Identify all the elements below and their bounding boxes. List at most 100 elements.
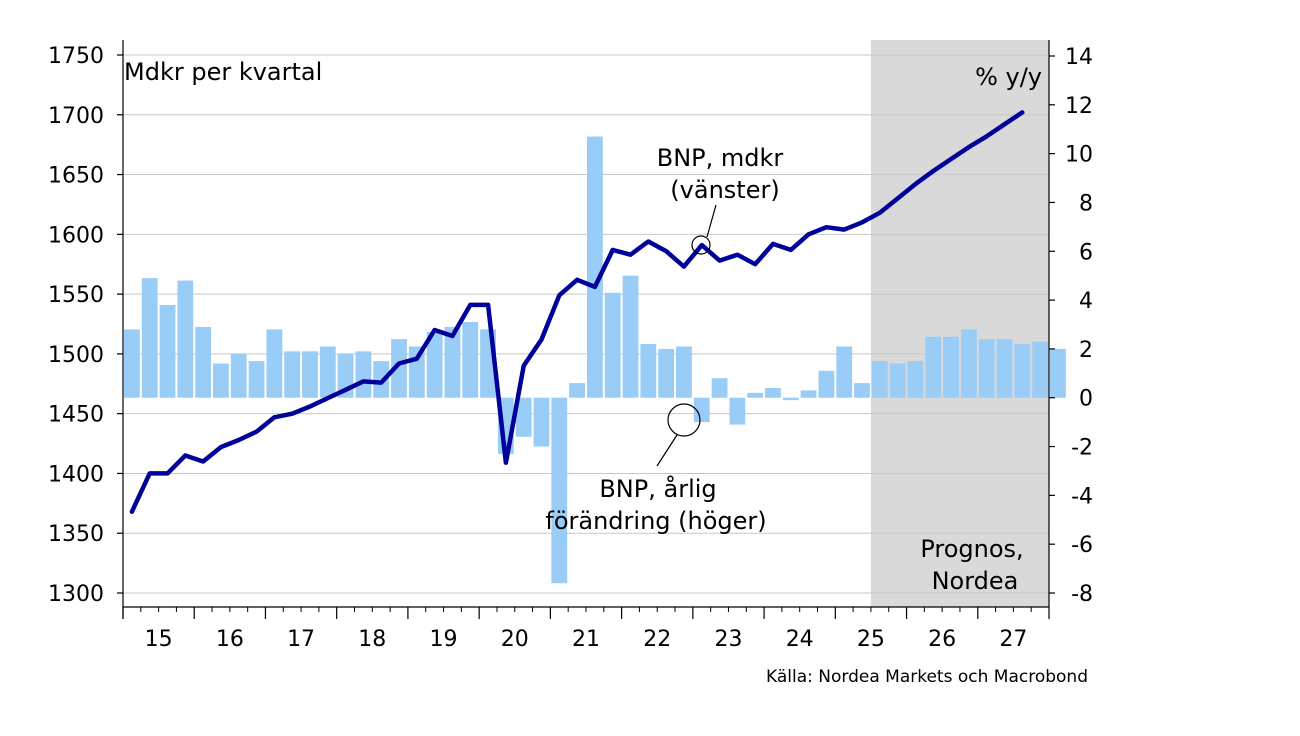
left-axis-tick-label: 1550	[48, 283, 104, 308]
bar-yoy	[266, 329, 283, 398]
bar-yoy	[676, 346, 692, 398]
x-axis-tick-label: 15	[145, 627, 173, 652]
left-axis-tick-label: 1650	[48, 164, 104, 189]
bar-yoy	[213, 363, 229, 398]
bar-yoy	[302, 351, 318, 398]
x-axis-tick-label: 26	[928, 627, 956, 652]
bar-yoy	[604, 292, 621, 398]
bar-yoy	[889, 363, 906, 398]
bar-yoy	[943, 336, 959, 398]
bar-yoy	[800, 390, 817, 398]
line-annotation-leader	[706, 204, 717, 238]
bar-yoy	[996, 339, 1013, 398]
bar-yoy	[587, 136, 603, 398]
bar-yoy	[854, 383, 870, 398]
bar-annotation-line2: förändring (höger)	[545, 507, 766, 535]
right-axis-tick-label: 0	[1079, 387, 1093, 412]
right-axis-tick-label: 2	[1079, 338, 1093, 363]
left-axis-tick-label: 1600	[48, 223, 104, 248]
bar-annotation-leader	[656, 434, 678, 467]
bar-yoy	[248, 361, 265, 398]
left-axis-tick-label: 1400	[48, 462, 104, 487]
forecast-label-line1: Prognos,	[920, 535, 1023, 563]
bar-yoy	[836, 346, 853, 398]
bar-yoy	[391, 339, 407, 398]
source-label: Källa: Nordea Markets och Macrobond	[766, 667, 1088, 687]
bar-yoy	[284, 351, 301, 398]
bar-yoy	[319, 346, 336, 398]
line-annotation-line1: BNP, mdkr	[657, 144, 784, 172]
bar-yoy	[871, 361, 888, 398]
bar-annotation-marker	[667, 403, 701, 437]
bar-yoy	[1032, 341, 1048, 398]
bar-yoy	[515, 397, 532, 437]
line-annotation-line2: (vänster)	[670, 176, 779, 204]
x-axis-tick-label: 24	[786, 627, 814, 652]
right-axis-tick-label: -2	[1071, 436, 1093, 461]
bar-yoy	[907, 361, 924, 398]
bar-yoy	[355, 351, 372, 398]
bar-yoy	[960, 329, 977, 398]
left-axis-tick-label: 1300	[48, 582, 104, 607]
x-axis-tick-label: 19	[430, 627, 458, 652]
bar-yoy	[141, 278, 158, 398]
bar-yoy	[693, 397, 710, 423]
bar-yoy	[729, 397, 746, 425]
right-axis-tick-label: 14	[1065, 45, 1093, 70]
bar-yoy	[925, 336, 942, 398]
right-axis-tick-label: 12	[1065, 94, 1093, 119]
forecast-label-line2: Nordea	[932, 567, 1019, 595]
bar-yoy	[444, 326, 461, 398]
bar-yoy	[622, 275, 639, 398]
x-axis-tick-label: 20	[501, 627, 529, 652]
bar-yoy	[1014, 344, 1031, 398]
bar-yoy	[195, 326, 212, 398]
bar-yoy	[408, 346, 425, 398]
gdp-level-line	[129, 110, 1025, 514]
bar-yoy	[640, 344, 657, 398]
right-axis-tick-label: -4	[1071, 484, 1093, 509]
bar-yoy	[533, 397, 550, 447]
x-axis-tick-label: 22	[643, 627, 671, 652]
bar-yoy	[569, 383, 585, 398]
right-axis-tick-label: 10	[1065, 143, 1093, 168]
line-annotation-marker	[691, 235, 711, 255]
left-axis-unit-label: Mdkr per kvartal	[124, 58, 322, 86]
right-axis-tick-label: -8	[1071, 582, 1093, 607]
bar-yoy	[124, 329, 140, 398]
bar-yoy	[978, 339, 995, 398]
right-axis-tick-label: 8	[1079, 191, 1093, 216]
bar-yoy	[230, 353, 247, 398]
left-axis-tick-label: 1700	[48, 104, 104, 129]
bar-yoy	[818, 370, 835, 398]
x-axis-tick-label: 27	[999, 627, 1027, 652]
left-axis-tick-label: 1500	[48, 343, 104, 368]
bar-yoy	[159, 304, 176, 398]
right-axis-tick-label: -6	[1071, 533, 1093, 558]
bar-yoy	[782, 397, 799, 401]
left-axis-tick-label: 1350	[48, 522, 104, 547]
left-axis-tick-label: 1750	[48, 44, 104, 69]
right-axis-unit-label: % y/y	[975, 63, 1042, 91]
left-axis-tick-label: 1450	[48, 403, 104, 428]
right-axis-tick-label: 6	[1079, 240, 1093, 265]
x-axis-tick-label: 18	[358, 627, 386, 652]
x-axis-tick-label: 23	[714, 627, 742, 652]
x-axis-tick-label: 25	[857, 627, 885, 652]
bar-yoy	[177, 280, 194, 398]
bar-yoy	[551, 397, 568, 584]
x-axis-tick-label: 17	[287, 627, 315, 652]
bar-yoy	[462, 322, 479, 398]
bar-yoy	[426, 331, 443, 398]
bar-yoy	[1050, 348, 1066, 398]
bar-yoy	[765, 387, 781, 398]
bar-annotation-line1: BNP, årlig	[599, 474, 716, 503]
bar-yoy	[747, 392, 764, 398]
forecast-shade	[870, 40, 1049, 607]
bar-yoy	[658, 348, 675, 398]
bar-yoy	[711, 378, 728, 398]
x-axis-tick-label: 21	[572, 627, 600, 652]
right-axis-tick-label: 4	[1079, 289, 1093, 314]
